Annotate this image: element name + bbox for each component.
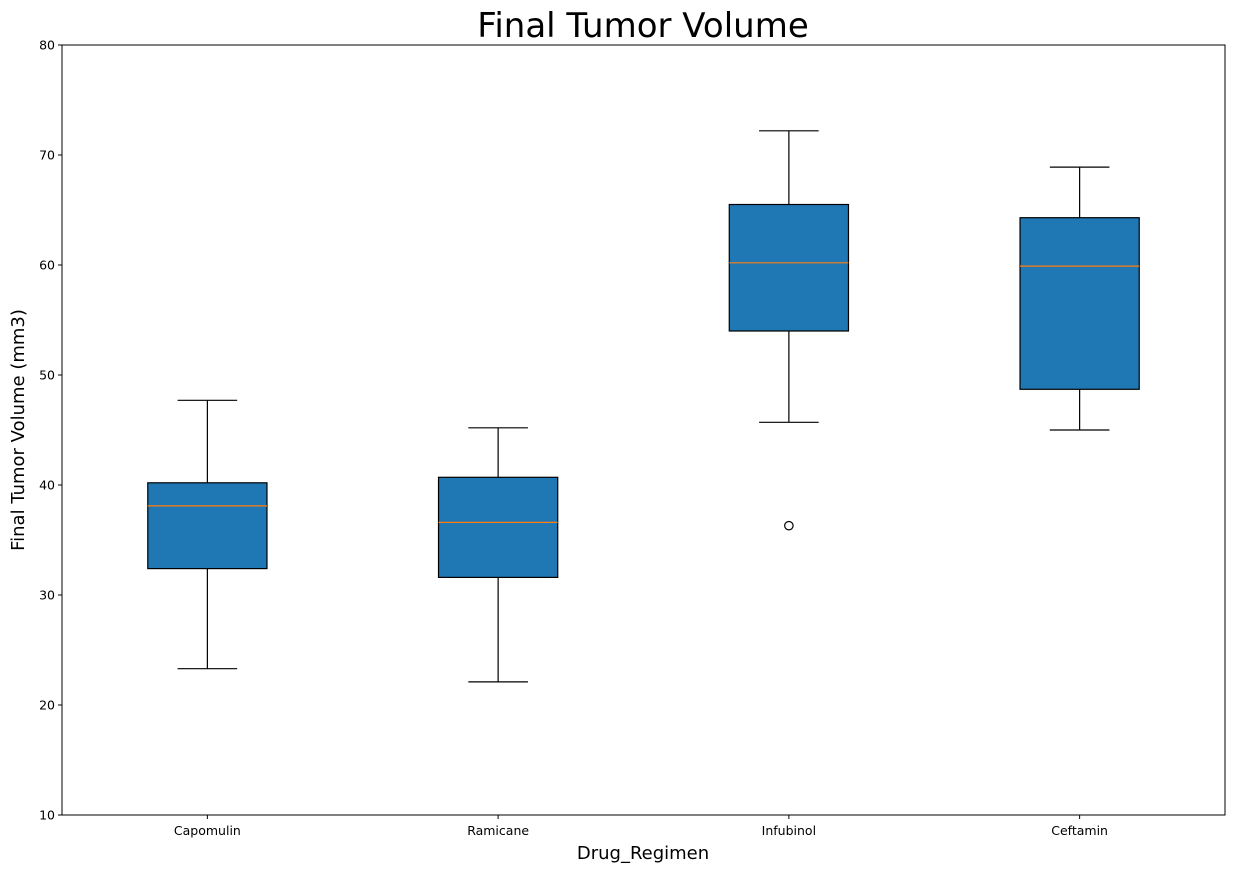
x-axis-label: Drug_Regimen (577, 843, 709, 864)
box-group-ceftamin (1019, 166, 1140, 431)
y-tick-label: 80 (39, 38, 55, 53)
y-tick-label: 40 (39, 478, 55, 493)
box-group-ramicane (437, 427, 559, 683)
plot-area (147, 130, 1140, 683)
y-tick-label: 70 (39, 148, 55, 163)
y-tick-label: 30 (39, 588, 55, 603)
box (147, 482, 268, 570)
box (1019, 217, 1140, 390)
y-tick-label: 10 (39, 808, 55, 823)
y-tick-label: 20 (39, 698, 55, 713)
x-tick-label: Infubinol (762, 823, 816, 838)
box (728, 203, 850, 332)
y-tick-label: 60 (39, 258, 55, 273)
box-group-capomulin (147, 399, 268, 670)
box-group-infubinol (728, 130, 850, 531)
x-tick-label: Capomulin (174, 823, 241, 838)
x-tick-label: Ceftamin (1051, 823, 1108, 838)
x-tick-label: Ramicane (467, 823, 529, 838)
outlier-point (784, 520, 794, 531)
box (437, 476, 559, 578)
y-tick-label: 50 (39, 368, 55, 383)
x-axis: Capomulin Ramicane Infubinol Ceftamin (174, 815, 1108, 838)
plot-frame (61, 44, 1226, 816)
y-axis-label: Final Tumor Volume (mm3) (8, 309, 29, 551)
y-axis: 10 20 30 40 50 60 70 80 (39, 38, 62, 823)
chart-title: Final Tumor Volume (477, 6, 808, 46)
